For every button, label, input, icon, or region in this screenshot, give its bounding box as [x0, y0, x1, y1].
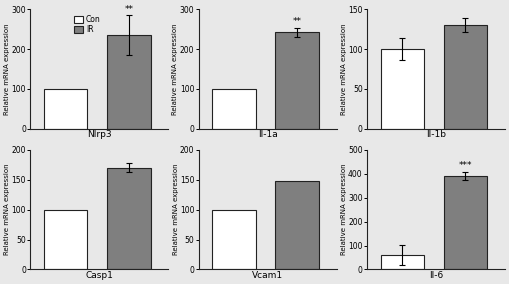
Bar	[44, 89, 88, 129]
Legend: Con, IR: Con, IR	[73, 14, 101, 35]
Bar	[444, 25, 487, 129]
Y-axis label: Relative mRNA expression: Relative mRNA expression	[173, 23, 179, 115]
Y-axis label: Relative mRNA expression: Relative mRNA expression	[341, 23, 347, 115]
Bar	[275, 181, 319, 270]
X-axis label: Il-1a: Il-1a	[258, 130, 277, 139]
Bar	[381, 49, 424, 129]
Bar	[275, 32, 319, 129]
Y-axis label: Relative mRNA expression: Relative mRNA expression	[4, 164, 10, 255]
X-axis label: Vcam1: Vcam1	[252, 271, 283, 280]
Y-axis label: Relative mRNA expression: Relative mRNA expression	[173, 164, 179, 255]
Bar	[212, 210, 256, 270]
Bar	[44, 210, 88, 270]
Y-axis label: Relative mRNA expression: Relative mRNA expression	[4, 23, 10, 115]
Bar	[107, 35, 151, 129]
Bar	[107, 168, 151, 270]
Bar	[381, 255, 424, 270]
Text: ***: ***	[459, 161, 472, 170]
Bar	[212, 89, 256, 129]
X-axis label: Casp1: Casp1	[86, 271, 113, 280]
Bar	[444, 176, 487, 270]
Text: **: **	[293, 17, 302, 26]
X-axis label: Il-6: Il-6	[429, 271, 443, 280]
X-axis label: Nlrp3: Nlrp3	[87, 130, 111, 139]
X-axis label: Il-1b: Il-1b	[426, 130, 446, 139]
Y-axis label: Relative mRNA expression: Relative mRNA expression	[341, 164, 347, 255]
Text: **: **	[124, 5, 133, 14]
